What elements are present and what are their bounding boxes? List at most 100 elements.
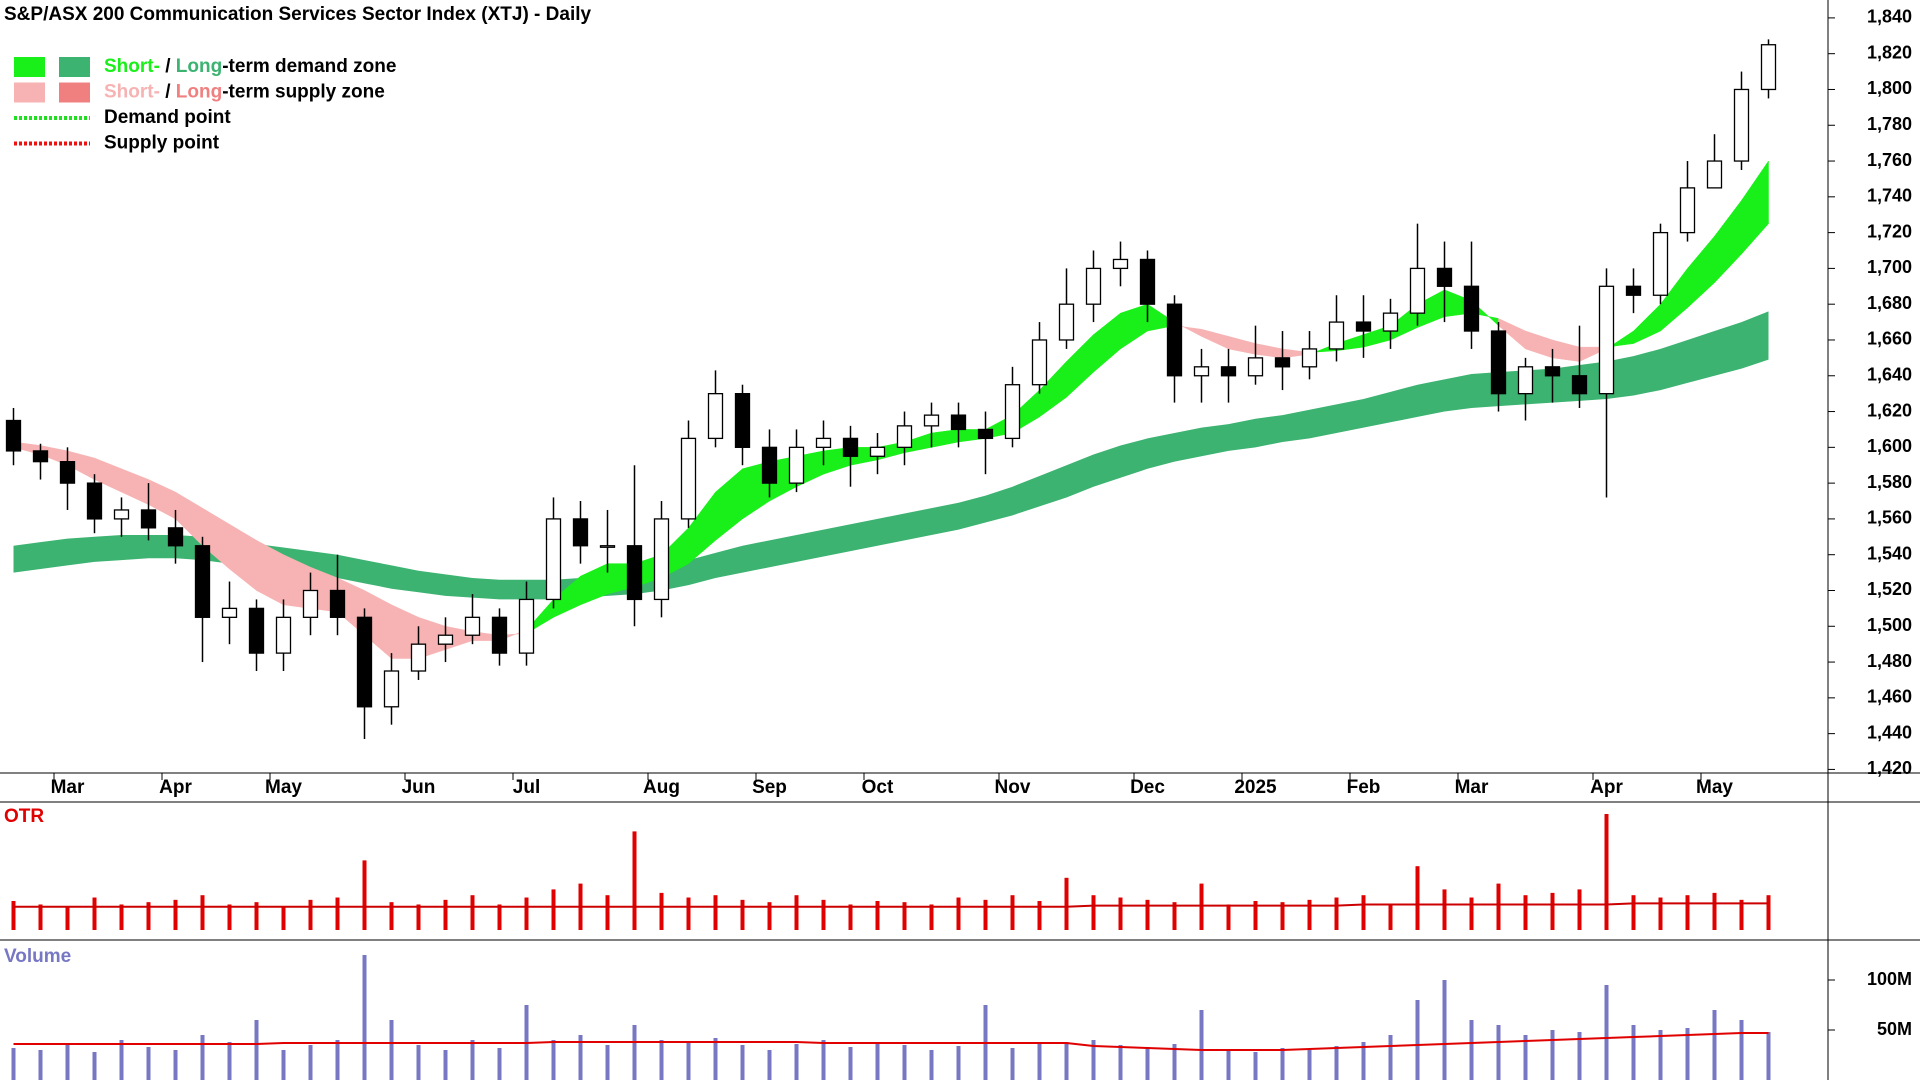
bar <box>794 895 799 930</box>
bar <box>254 902 259 930</box>
bar <box>1604 814 1609 930</box>
y-tick-label: 1,480 <box>1867 651 1912 671</box>
bar <box>1172 902 1177 930</box>
candle-body <box>707 393 724 440</box>
bar <box>902 1045 907 1080</box>
panel-title: Volume <box>4 946 71 967</box>
y-tick-label: 1,760 <box>1867 150 1912 170</box>
candle-body <box>1355 321 1372 332</box>
candle-body <box>356 616 373 708</box>
candle-body <box>1193 366 1210 377</box>
bar <box>308 899 313 930</box>
candle-body <box>869 446 886 457</box>
candle-body <box>923 414 940 427</box>
bar <box>497 1048 502 1080</box>
candle-body <box>221 607 238 618</box>
bar <box>578 1035 583 1080</box>
bar <box>875 1042 880 1080</box>
candle-body <box>761 446 778 484</box>
candle-body <box>896 425 913 448</box>
y-tick-label: 1,800 <box>1867 78 1912 98</box>
y-tick-label: 100M <box>1867 969 1912 989</box>
candle-body <box>113 509 130 520</box>
average-line <box>13 1032 1769 1051</box>
bar <box>794 1044 799 1080</box>
candles <box>5 39 1777 740</box>
x-tick-label: Oct <box>862 777 894 798</box>
legend-text: / <box>160 82 176 103</box>
bar <box>1496 883 1501 930</box>
candle-body <box>329 589 346 618</box>
candle-body <box>1274 357 1291 368</box>
y-tick-label: 1,540 <box>1867 543 1912 563</box>
bar <box>1037 901 1042 930</box>
candle-body <box>1679 187 1696 234</box>
legend-label: Demand point <box>104 107 231 128</box>
bar <box>1280 1048 1285 1080</box>
candle-body <box>599 545 616 548</box>
bar <box>1064 1042 1069 1080</box>
bar <box>1091 1040 1096 1080</box>
candle-body <box>1733 88 1750 162</box>
bar <box>875 901 880 930</box>
bar <box>1550 1030 1555 1080</box>
legend-text: -term demand zone <box>222 56 396 77</box>
x-tick-label: Jul <box>513 777 540 798</box>
candle-body <box>1058 303 1075 341</box>
bar <box>443 1050 448 1080</box>
bar <box>1361 1042 1366 1080</box>
bar <box>335 897 340 930</box>
bar <box>1199 883 1204 930</box>
bar <box>389 902 394 930</box>
bar <box>389 1020 394 1080</box>
legend-label: Short- / Long-term demand zone <box>104 56 396 77</box>
bar <box>1577 889 1582 930</box>
bar <box>983 899 988 930</box>
bar <box>1010 1048 1015 1080</box>
candle-body <box>1706 160 1723 189</box>
x-tick-label: Sep <box>752 777 787 798</box>
bar <box>335 1040 340 1080</box>
bar <box>1118 1045 1123 1080</box>
x-tick-label: Apr <box>159 777 192 798</box>
long-term-zone <box>13 311 1769 600</box>
x-tick-label: 2025 <box>1234 777 1277 798</box>
bar <box>767 902 772 930</box>
bar <box>848 904 853 930</box>
y-tick-label: 1,620 <box>1867 400 1912 420</box>
candle-body <box>626 545 643 601</box>
bar <box>92 1052 97 1080</box>
bar <box>362 955 367 1080</box>
bar <box>254 1020 259 1080</box>
bar <box>1523 1035 1528 1080</box>
bar <box>686 1042 691 1080</box>
bar <box>1280 902 1285 930</box>
bar <box>1226 1050 1231 1080</box>
bar <box>713 895 718 930</box>
bar <box>200 1035 205 1080</box>
bar <box>227 1042 232 1080</box>
candle-body <box>464 616 481 636</box>
bar <box>200 895 205 930</box>
candle-body <box>1301 348 1318 368</box>
candle-body <box>1166 303 1183 377</box>
bar <box>1550 892 1555 930</box>
bar <box>659 1040 664 1080</box>
x-tick-label: Dec <box>1130 777 1165 798</box>
bar <box>1010 895 1015 930</box>
bar <box>1388 904 1393 930</box>
short-term-zone <box>1120 303 1148 350</box>
bar <box>38 904 43 930</box>
bar <box>1253 901 1258 930</box>
bar <box>1226 904 1231 930</box>
bar <box>1334 897 1339 930</box>
legend-label: Supply point <box>104 133 220 154</box>
bar <box>470 895 475 930</box>
x-tick-label: Feb <box>1347 777 1381 798</box>
bar <box>632 831 637 930</box>
bar <box>308 1045 313 1080</box>
bar <box>956 897 961 930</box>
short-term-zone <box>1633 303 1661 344</box>
legend-swatch <box>14 82 45 103</box>
